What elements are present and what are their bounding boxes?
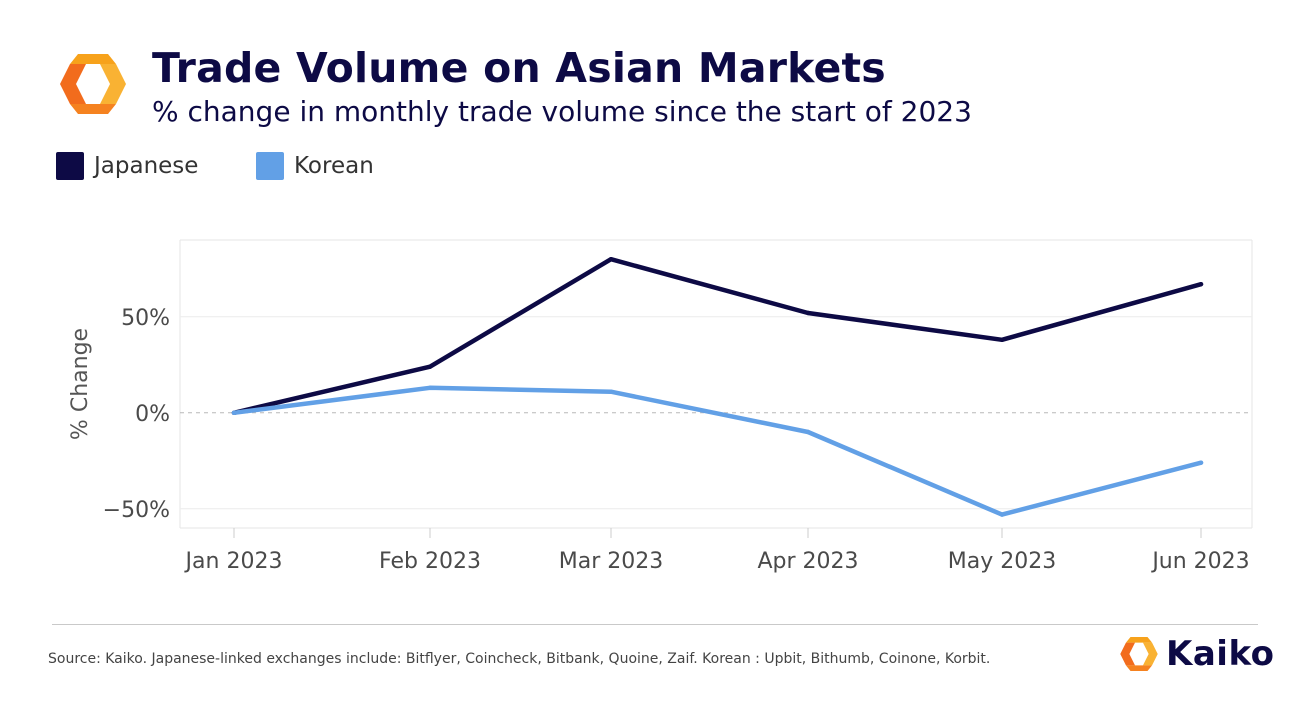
footer-divider: [52, 624, 1258, 625]
y-axis-label: % Change: [68, 328, 93, 440]
data-point-japanese[interactable]: [805, 310, 811, 316]
chart-title: Trade Volume on Asian Markets: [152, 44, 886, 92]
y-axis: −50% 0% 50%: [103, 306, 170, 523]
legend-item-japanese[interactable]: Japanese: [56, 152, 198, 180]
y-tick-label: 0%: [135, 402, 170, 427]
data-point-korean[interactable]: [805, 429, 811, 435]
source-note: Source: Kaiko. Japanese-linked exchanges…: [48, 651, 991, 667]
chart-subtitle: % change in monthly trade volume since t…: [152, 95, 972, 128]
data-point-japanese[interactable]: [427, 364, 433, 369]
data-point-korean[interactable]: [231, 410, 237, 415]
data-point-japanese[interactable]: [999, 337, 1005, 342]
x-tick-label: Jun 2023: [1150, 549, 1249, 574]
y-tick-label: 50%: [121, 306, 170, 331]
legend-item-korean[interactable]: Korean: [256, 152, 374, 180]
series: [231, 256, 1204, 517]
grid: [179, 239, 1253, 529]
data-point-korean[interactable]: [427, 385, 433, 390]
kaiko-brand-icon: [1120, 636, 1158, 672]
legend-swatch-japanese: [56, 152, 84, 180]
x-tick-label: Apr 2023: [757, 549, 858, 574]
x-tick-label: Feb 2023: [379, 549, 481, 574]
brand: Kaiko: [1118, 634, 1275, 674]
legend-label-japanese: Japanese: [94, 153, 199, 179]
brand-name: Kaiko: [1166, 634, 1275, 674]
x-axis: Jan 2023 Feb 2023 Mar 2023 Apr 2023 May 2023…: [184, 528, 1250, 574]
legend-label-korean: Korean: [294, 153, 374, 179]
line-chart: −50% 0% 50% Jan 2023 Feb 2023 Mar 2023 Apr 20…: [68, 239, 1253, 574]
x-tick-label: May 2023: [948, 549, 1056, 574]
x-tick-label: Jan 2023: [184, 549, 283, 574]
series-line-japanese[interactable]: [231, 256, 1204, 416]
data-point-korean[interactable]: [1198, 460, 1204, 465]
data-point-japanese[interactable]: [608, 257, 614, 262]
series-line-korean[interactable]: [231, 385, 1204, 517]
data-point-korean[interactable]: [608, 389, 614, 394]
data-point-japanese[interactable]: [1198, 282, 1204, 287]
kaiko-logo-icon: [60, 54, 126, 114]
legend-swatch-korean: [256, 152, 284, 180]
data-point-korean[interactable]: [999, 512, 1005, 517]
y-tick-label: −50%: [103, 498, 170, 523]
x-tick-label: Mar 2023: [559, 549, 664, 574]
